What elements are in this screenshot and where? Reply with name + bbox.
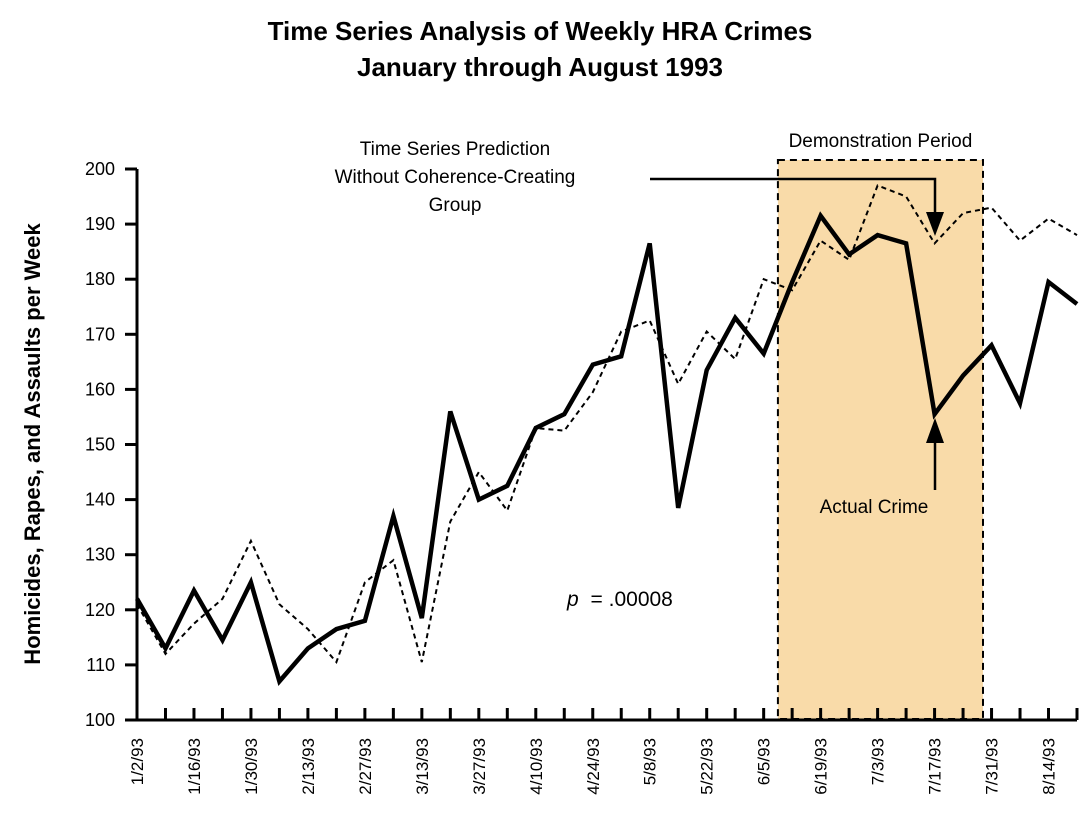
x-tick-label: 4/10/93 [527, 738, 546, 795]
x-tick-label: 4/24/93 [584, 738, 603, 795]
prediction-series-line [136, 184, 1078, 665]
y-tick-label: 160 [85, 379, 115, 399]
x-tick-label: 8/14/93 [1040, 738, 1059, 795]
prediction-annotation-line3: Group [429, 195, 482, 216]
demonstration-period-label: Demonstration Period [789, 131, 973, 152]
y-tick-label: 120 [85, 600, 115, 620]
y-tick-label: 130 [85, 545, 115, 565]
y-axis-ticks: 100 110 120 130 140 150 160 170 180 190 200 [85, 159, 137, 730]
actual-crime-annotation: Actual Crime [820, 497, 929, 518]
y-tick-label: 140 [85, 490, 115, 510]
x-tick-label: 1/30/93 [242, 738, 261, 795]
y-tick-label: 200 [85, 159, 115, 179]
prediction-annotation-line2: Without Coherence-Creating [335, 167, 576, 188]
x-tick-label: 7/31/93 [983, 738, 1002, 795]
y-tick-label: 110 [86, 655, 115, 675]
chart-subtitle: January through August 1993 [357, 52, 723, 82]
y-tick-label: 150 [85, 435, 115, 455]
x-axis-ticks: 1/2/93 1/16/93 1/30/93 2/13/93 2/27/93 3/13/9… [128, 708, 1079, 795]
x-tick-label: 1/2/93 [128, 738, 147, 785]
x-tick-label: 5/8/93 [641, 738, 660, 785]
y-tick-label: 100 [85, 710, 115, 730]
p-value: = .00008 [591, 588, 673, 611]
x-tick-label: 7/3/93 [869, 738, 888, 785]
x-tick-label: 3/13/93 [413, 738, 432, 795]
prediction-annotation-line1: Time Series Prediction [360, 139, 550, 160]
y-tick-label: 180 [85, 269, 115, 289]
x-tick-label: 5/22/93 [698, 738, 717, 795]
x-tick-label: 2/13/93 [299, 738, 318, 795]
x-tick-label: 1/16/93 [185, 738, 204, 795]
prediction-annotation-arrow [650, 177, 937, 215]
x-tick-label: 3/27/93 [470, 738, 489, 795]
x-tick-label: 2/27/93 [356, 738, 375, 795]
x-tick-label: 7/17/93 [926, 738, 945, 795]
y-tick-label: 190 [85, 214, 115, 234]
x-tick-label: 6/5/93 [755, 738, 774, 785]
y-tick-label: 170 [85, 324, 115, 344]
demonstration-period-region [776, 159, 985, 720]
chart-title: Time Series Analysis of Weekly HRA Crime… [268, 16, 813, 46]
prediction-arrow-head [926, 212, 944, 236]
x-tick-label: 6/19/93 [812, 738, 831, 795]
y-axis-label: Homicides, Rapes, and Assaults per Week [20, 223, 45, 665]
p-value-annotation: p = .00008 [566, 588, 673, 611]
p-symbol: p [566, 588, 579, 611]
actual-crime-series-line [135, 211, 1079, 687]
actual-arrow-head [926, 418, 944, 443]
